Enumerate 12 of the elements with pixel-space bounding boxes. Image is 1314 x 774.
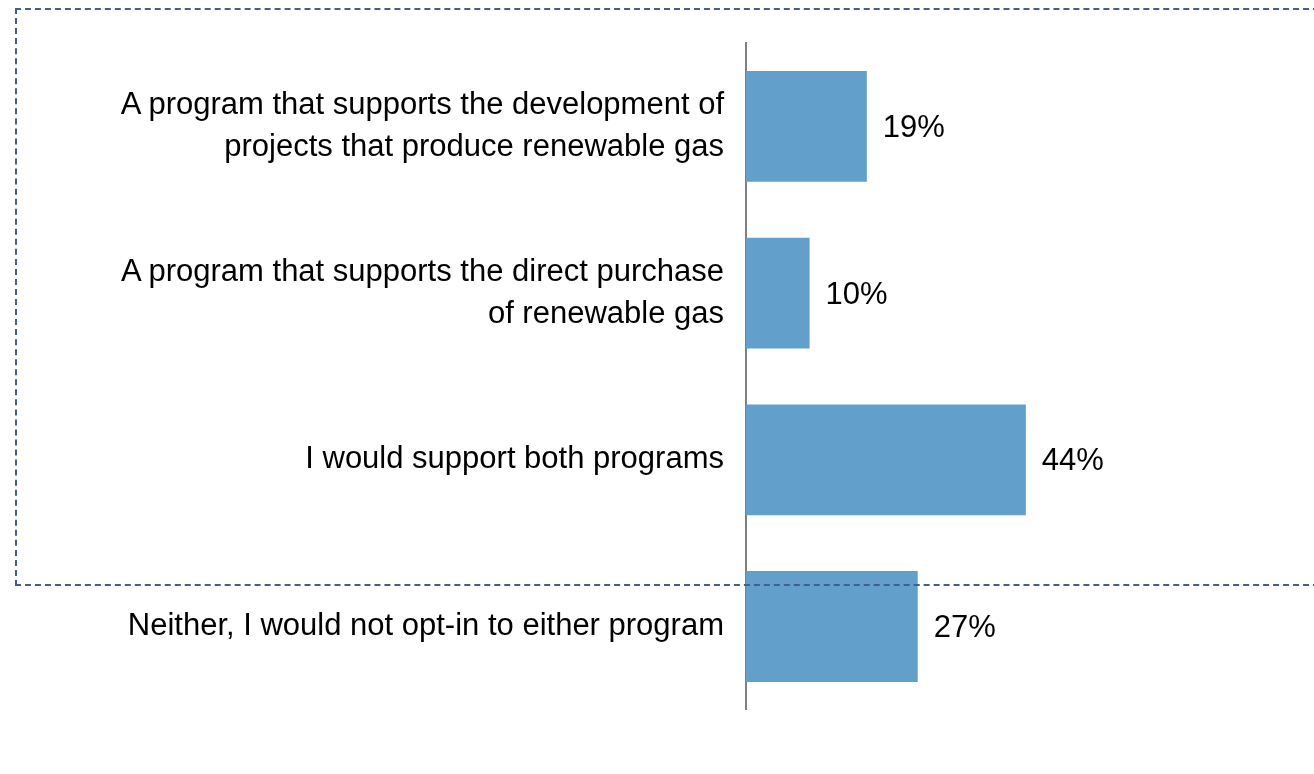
data-label: 44% <box>1041 442 1104 478</box>
y-tick-label: Neither, I would not opt-in to either program <box>127 607 724 643</box>
data-label: 10% <box>825 275 888 311</box>
y-tick-label: I would support both programs <box>305 440 724 476</box>
data-label: 27% <box>933 609 996 645</box>
bar <box>746 571 918 682</box>
bar <box>746 237 810 349</box>
bar <box>746 71 867 182</box>
y-tick-label: A program that supports the direct purchase of renewable gas <box>120 252 724 330</box>
data-label: 19% <box>882 108 945 144</box>
bar <box>746 404 1026 516</box>
y-tick-label: A program that supports the development of projects that produce renewable gas <box>120 85 725 164</box>
